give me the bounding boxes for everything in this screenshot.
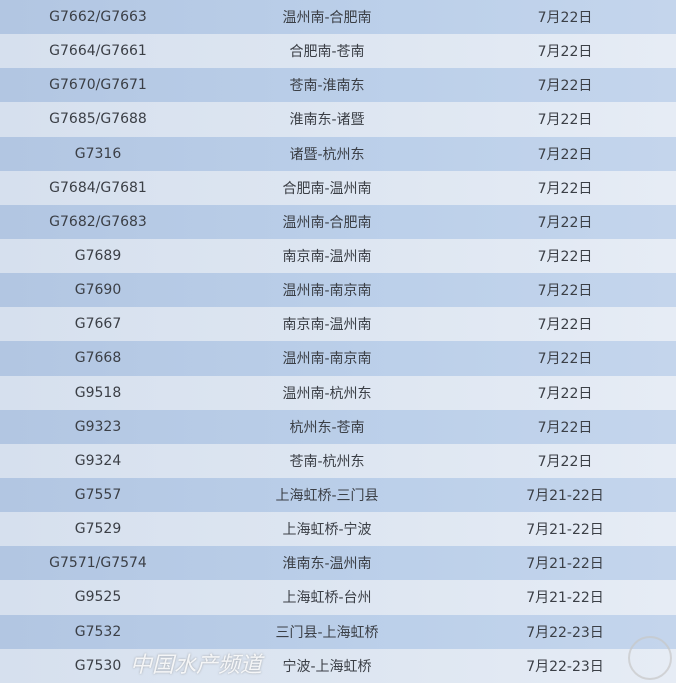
train-number-cell: G7557 xyxy=(74,487,122,504)
route-cell: 苍南-淮南东 xyxy=(289,78,365,95)
watermark: 中国水产频道 xyxy=(130,653,263,678)
table-row: G7532 三门县-上海虹桥 7月22-23日 xyxy=(0,614,676,649)
date-cell: 7月22-23日 xyxy=(526,658,604,675)
train-number-cell: G7690 xyxy=(74,282,122,299)
table-row: G7682/G7683 温州南-合肥南 7月22日 xyxy=(0,204,676,239)
table-row: G7668 温州南-南京南 7月22日 xyxy=(0,341,676,376)
route-cell: 苍南-杭州东 xyxy=(289,453,365,470)
route-cell: 温州南-杭州东 xyxy=(282,385,372,402)
date-cell: 7月22日 xyxy=(537,10,593,27)
route-cell: 温州南-合肥南 xyxy=(282,10,372,27)
watermark-globe-icon xyxy=(628,636,672,680)
route-cell: 三门县-上海虹桥 xyxy=(275,624,379,641)
route-cell: 杭州东-苍南 xyxy=(289,419,365,436)
table-row: G7529 上海虹桥-宁波 7月21-22日 xyxy=(0,512,676,547)
date-cell: 7月21-22日 xyxy=(526,556,604,573)
table-row: G9525 上海虹桥-台州 7月21-22日 xyxy=(0,580,676,615)
date-cell: 7月22日 xyxy=(537,453,593,470)
train-number-cell: G7689 xyxy=(74,248,122,265)
route-cell: 上海虹桥-宁波 xyxy=(282,522,372,539)
route-cell: 南京南-温州南 xyxy=(282,249,372,266)
route-cell: 合肥南-温州南 xyxy=(282,180,372,197)
train-number-cell: G7670/G7671 xyxy=(49,77,147,94)
date-cell: 7月22日 xyxy=(537,385,593,402)
table-row: G9324 苍南-杭州东 7月22日 xyxy=(0,443,676,478)
date-cell: 7月21-22日 xyxy=(526,590,604,607)
train-number-cell: G7664/G7661 xyxy=(49,43,147,60)
date-cell: 7月22日 xyxy=(537,283,593,300)
route-cell: 上海虹桥-台州 xyxy=(282,590,372,607)
date-cell: 7月22-23日 xyxy=(526,624,604,641)
route-cell: 温州南-合肥南 xyxy=(282,214,372,231)
date-cell: 7月22日 xyxy=(537,317,593,334)
train-number-cell: G9518 xyxy=(74,384,122,401)
train-number-cell: G7529 xyxy=(74,521,122,538)
table-row: G7690 温州南-南京南 7月22日 xyxy=(0,273,676,308)
train-number-cell: G7530 xyxy=(74,657,122,674)
route-cell: 淮南东-温州南 xyxy=(282,556,372,573)
table-row: G7316 诸暨-杭州东 7月22日 xyxy=(0,136,676,171)
date-cell: 7月21-22日 xyxy=(526,488,604,505)
table-row: G7530 宁波-上海虹桥 7月22-23日 xyxy=(0,648,676,683)
train-number-cell: G7684/G7681 xyxy=(49,179,147,196)
table-row: G7670/G7671 苍南-淮南东 7月22日 xyxy=(0,68,676,103)
route-cell: 合肥南-苍南 xyxy=(289,44,365,61)
route-cell: 淮南东-诸暨 xyxy=(289,112,365,129)
date-cell: 7月21-22日 xyxy=(526,522,604,539)
date-cell: 7月22日 xyxy=(537,419,593,436)
date-cell: 7月22日 xyxy=(537,351,593,368)
route-cell: 温州南-南京南 xyxy=(282,283,372,300)
route-cell: 宁波-上海虹桥 xyxy=(282,658,372,675)
table-row: G7662/G7663 温州南-合肥南 7月22日 xyxy=(0,0,676,35)
train-number-cell: G7667 xyxy=(74,316,122,333)
train-number-cell: G9525 xyxy=(74,589,122,606)
date-cell: 7月22日 xyxy=(537,214,593,231)
table-row: G7667 南京南-温州南 7月22日 xyxy=(0,307,676,342)
route-cell: 诸暨-杭州东 xyxy=(289,146,365,163)
train-number-cell: G7662/G7663 xyxy=(49,9,147,26)
table-row: G7571/G7574 淮南东-温州南 7月21-22日 xyxy=(0,546,676,581)
date-cell: 7月22日 xyxy=(537,78,593,95)
date-cell: 7月22日 xyxy=(537,146,593,163)
date-cell: 7月22日 xyxy=(537,249,593,266)
table-row: G7685/G7688 淮南东-诸暨 7月22日 xyxy=(0,102,676,137)
train-number-cell: G7685/G7688 xyxy=(49,111,147,128)
train-number-cell: G7682/G7683 xyxy=(49,213,147,230)
route-cell: 上海虹桥-三门县 xyxy=(275,488,379,505)
train-number-cell: G9324 xyxy=(74,452,122,469)
date-cell: 7月22日 xyxy=(537,112,593,129)
table-row: G7664/G7661 合肥南-苍南 7月22日 xyxy=(0,34,676,69)
train-number-cell: G7316 xyxy=(74,145,122,162)
train-number-cell: G7571/G7574 xyxy=(49,555,147,572)
train-number-cell: G9323 xyxy=(74,418,122,435)
table-row: G9323 杭州东-苍南 7月22日 xyxy=(0,409,676,444)
train-number-cell: G7532 xyxy=(74,623,122,640)
table-row: G9518 温州南-杭州东 7月22日 xyxy=(0,375,676,410)
table-row: G7557 上海虹桥-三门县 7月21-22日 xyxy=(0,477,676,513)
date-cell: 7月22日 xyxy=(537,44,593,61)
route-cell: 温州南-南京南 xyxy=(282,351,372,368)
table-row: G7689 南京南-温州南 7月22日 xyxy=(0,238,676,274)
table-row: G7684/G7681 合肥南-温州南 7月22日 xyxy=(0,170,676,205)
route-cell: 南京南-温州南 xyxy=(282,317,372,334)
date-cell: 7月22日 xyxy=(537,180,593,197)
train-number-cell: G7668 xyxy=(74,350,122,367)
